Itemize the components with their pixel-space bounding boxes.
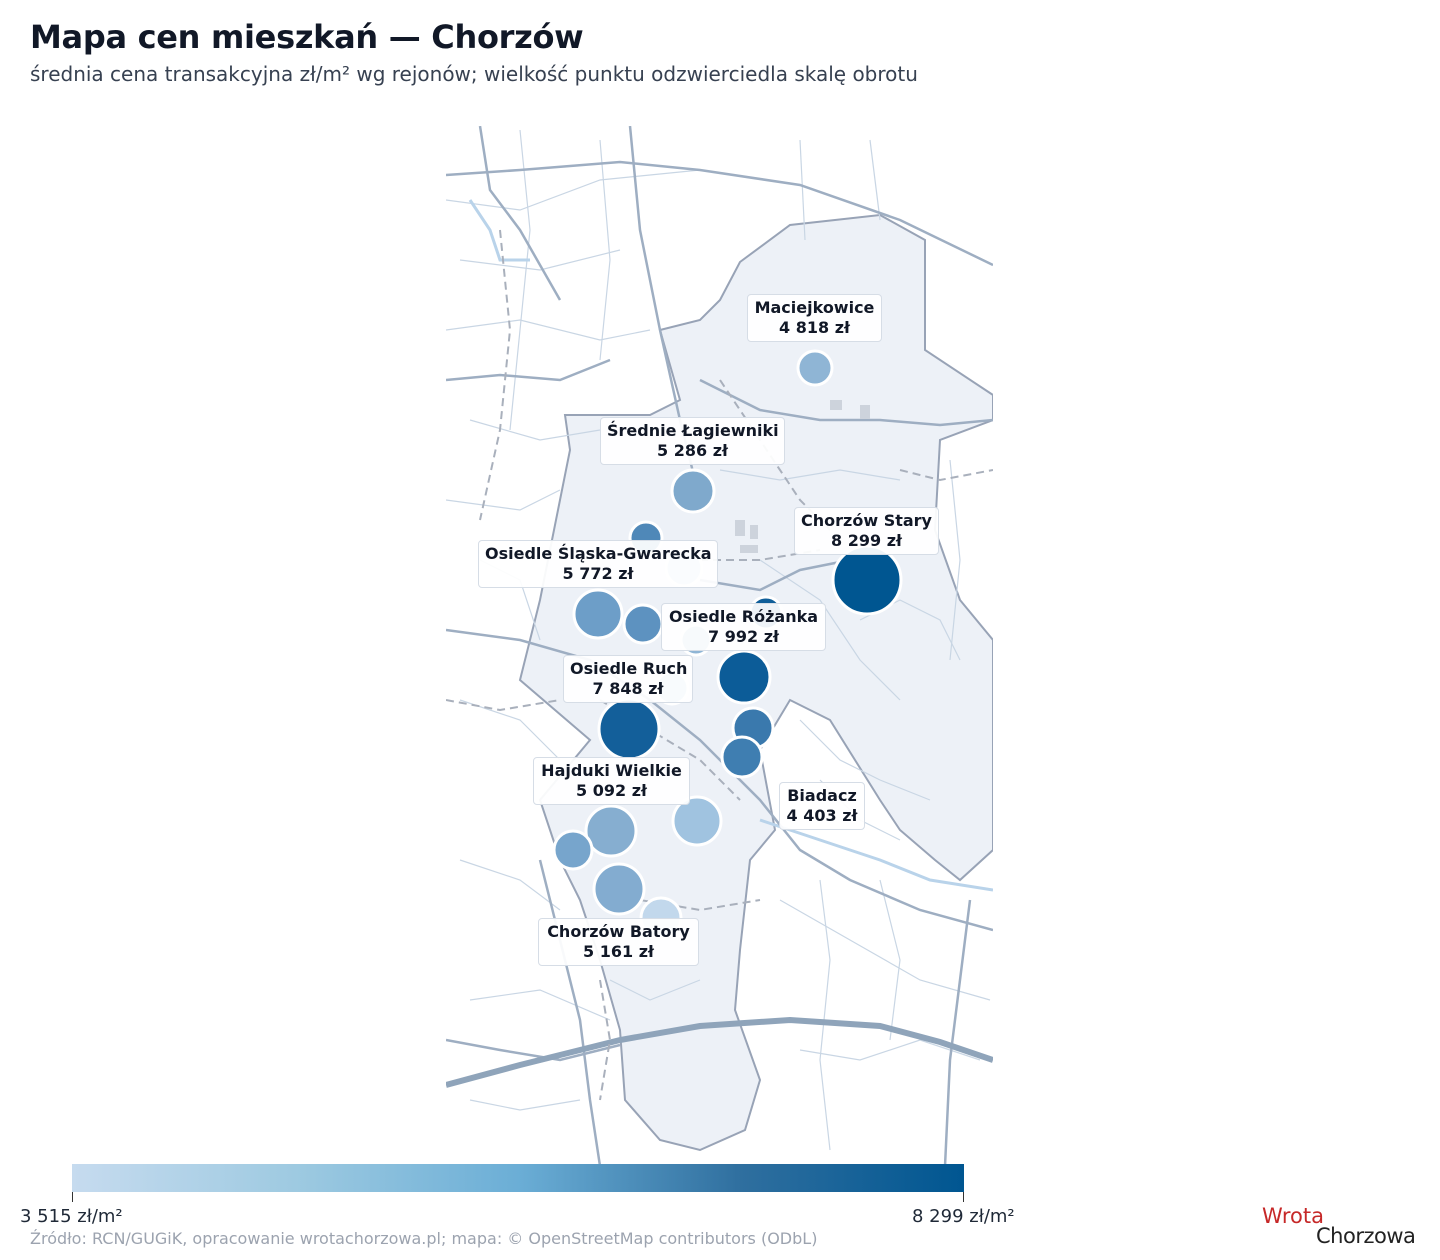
marker-chorzow-stary[interactable] xyxy=(831,544,903,616)
colorbar-max-label: 8 299 zł/m² xyxy=(912,1206,1015,1227)
label-osiedle-rozanka: Osiedle Różanka 7 992 zł xyxy=(661,603,826,651)
marker-biadacz[interactable] xyxy=(671,795,723,847)
district-price: 7 992 zł xyxy=(708,627,779,646)
district-name: Osiedle Śląska-Gwarecka xyxy=(485,544,712,563)
district-name: Maciejkowice xyxy=(754,298,875,317)
chart-subtitle: średnia cena transakcyjna zł/m² wg rejon… xyxy=(30,62,918,86)
district-price: 5 161 zł xyxy=(583,942,654,961)
district-price: 7 848 zł xyxy=(592,679,664,698)
marker-maciejkowice[interactable] xyxy=(796,349,834,387)
label-osiedle-slaska-gwarecka: Osiedle Śląska-Gwarecka 5 772 zł xyxy=(478,540,718,588)
marker-osiedle-ruch[interactable] xyxy=(597,697,661,761)
marker-extra-8[interactable] xyxy=(720,735,764,779)
price-colorbar xyxy=(72,1164,964,1192)
district-price: 5 286 zł xyxy=(657,441,728,460)
marker-extra-9[interactable] xyxy=(552,829,594,871)
marker-chorzow-batory[interactable] xyxy=(592,862,646,916)
marker-extra-5[interactable] xyxy=(716,649,772,705)
marker-extra-3[interactable] xyxy=(622,603,664,645)
source-note: Źródło: RCN/GUGiK, opracowanie wrotachor… xyxy=(30,1229,818,1248)
district-price: 5 772 zł xyxy=(562,564,634,583)
district-name: Osiedle Różanka xyxy=(668,607,819,626)
motorway xyxy=(446,1016,993,1088)
label-hajduki-wielkie: Hajduki Wielkie 5 092 zł xyxy=(533,757,690,805)
district-price: 8 299 zł xyxy=(831,531,902,550)
street-network xyxy=(446,129,991,1151)
district-name: Osiedle Ruch xyxy=(570,659,688,678)
district-name: Średnie Łagiewniki xyxy=(607,421,779,440)
label-srednie-lagiewniki: Średnie Łagiewniki 5 286 zł xyxy=(600,417,785,465)
district-price: 4 818 zł xyxy=(779,318,850,337)
logo-chorzowa: Chorzowa xyxy=(1316,1224,1416,1248)
logo-wrota: Wrota xyxy=(1262,1204,1324,1228)
label-osiedle-ruch: Osiedle Ruch 7 848 zł xyxy=(563,655,693,703)
colorbar-min-tick xyxy=(72,1192,73,1202)
industrial-blocks xyxy=(735,400,870,553)
district-name: Hajduki Wielkie xyxy=(541,761,682,780)
colorbar-min-label: 3 515 zł/m² xyxy=(20,1206,123,1227)
district-name: Chorzów Batory xyxy=(547,922,690,941)
district-name: Biadacz xyxy=(787,786,857,805)
river xyxy=(468,199,993,892)
district-price: 4 403 zł xyxy=(786,806,858,825)
chart-title: Mapa cen mieszkań — Chorzów xyxy=(30,18,584,56)
label-chorzow-stary: Chorzów Stary 8 299 zł xyxy=(794,507,939,555)
main-roads xyxy=(446,126,993,1166)
marker-hajduki-wielkie[interactable] xyxy=(584,804,638,858)
district-price: 5 092 zł xyxy=(576,781,647,800)
colorbar-max-tick xyxy=(963,1192,964,1202)
label-biadacz: Biadacz 4 403 zł xyxy=(779,782,865,830)
marker-osiedle-slaska-gwarecka[interactable] xyxy=(572,588,624,640)
label-chorzow-batory: Chorzów Batory 5 161 zł xyxy=(538,918,699,966)
district-markers xyxy=(552,349,903,940)
marker-srednie-lagiewniki[interactable] xyxy=(670,468,716,514)
district-name: Chorzów Stary xyxy=(801,511,932,530)
label-maciejkowice: Maciejkowice 4 818 zł xyxy=(747,294,882,342)
